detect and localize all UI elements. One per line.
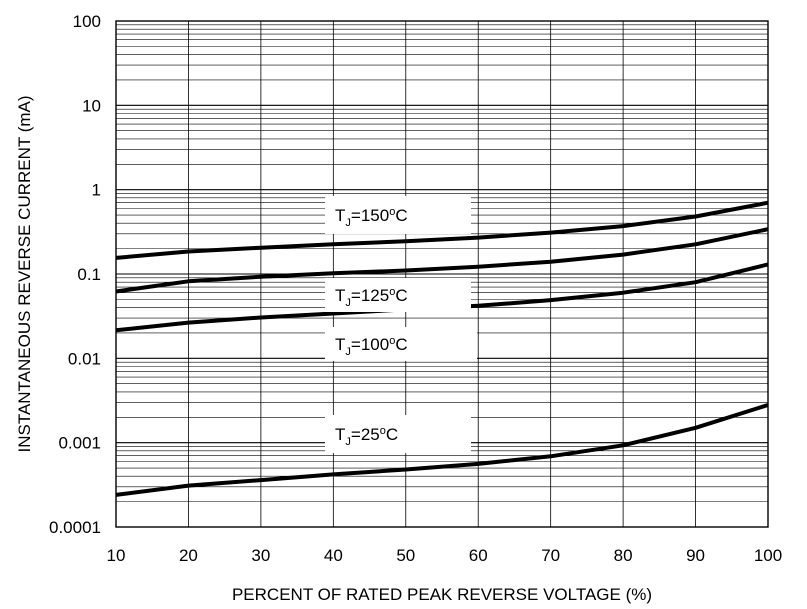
- x-axis-title: PERCENT OF RATED PEAK REVERSE VOLTAGE (%…: [232, 585, 652, 604]
- x-tick-label: 80: [614, 546, 633, 565]
- plot-frame: [115, 20, 769, 528]
- x-tick-label: 40: [324, 546, 343, 565]
- curve-label-bg: [325, 415, 471, 453]
- curve-label: TJ=100oC: [335, 335, 408, 358]
- y-tick-label: 0.001: [58, 434, 101, 453]
- series-line-1: [115, 227, 769, 294]
- x-tick-label: 30: [251, 546, 270, 565]
- x-tick-labels: 10 20 30 40 50 60 70 80 90 100: [107, 546, 783, 565]
- x-tick-label: 10: [107, 546, 126, 565]
- curve-label: TJ=25oC: [335, 425, 398, 448]
- x-tick-label: 70: [541, 546, 560, 565]
- x-tick-label: 20: [179, 546, 198, 565]
- x-tick-label: 90: [686, 546, 705, 565]
- x-tick-label: 100: [754, 546, 782, 565]
- y-tick-label: 0.0001: [49, 518, 101, 537]
- y-tick-label: 100: [73, 12, 101, 31]
- curve-label: TJ=150oC: [335, 206, 408, 229]
- curve-label-bg: [325, 278, 471, 312]
- curve-label: TJ=125oC: [335, 286, 408, 309]
- series-curves: [115, 200, 769, 497]
- series-line-0: [115, 200, 769, 260]
- curve-label-bg: [325, 196, 471, 234]
- y-axis-title: INSTANTANEOUS REVERSE CURRENT (mA): [15, 95, 34, 452]
- curve-labels: TJ=150oC TJ=125oC TJ=100oC TJ=25oC: [325, 196, 477, 453]
- y-tick-label: 0.01: [68, 349, 101, 368]
- y-tick-label: 10: [82, 96, 101, 115]
- x-tick-label: 60: [469, 546, 488, 565]
- series-line-3: [115, 403, 769, 497]
- y-tick-labels: 100 10 1 0.1 0.01 0.001 0.0001: [49, 12, 101, 537]
- y-tick-label: 0.1: [77, 265, 101, 284]
- curve-label-bg: [325, 327, 477, 361]
- y-tick-label: 1: [92, 181, 101, 200]
- x-tick-label: 50: [396, 546, 415, 565]
